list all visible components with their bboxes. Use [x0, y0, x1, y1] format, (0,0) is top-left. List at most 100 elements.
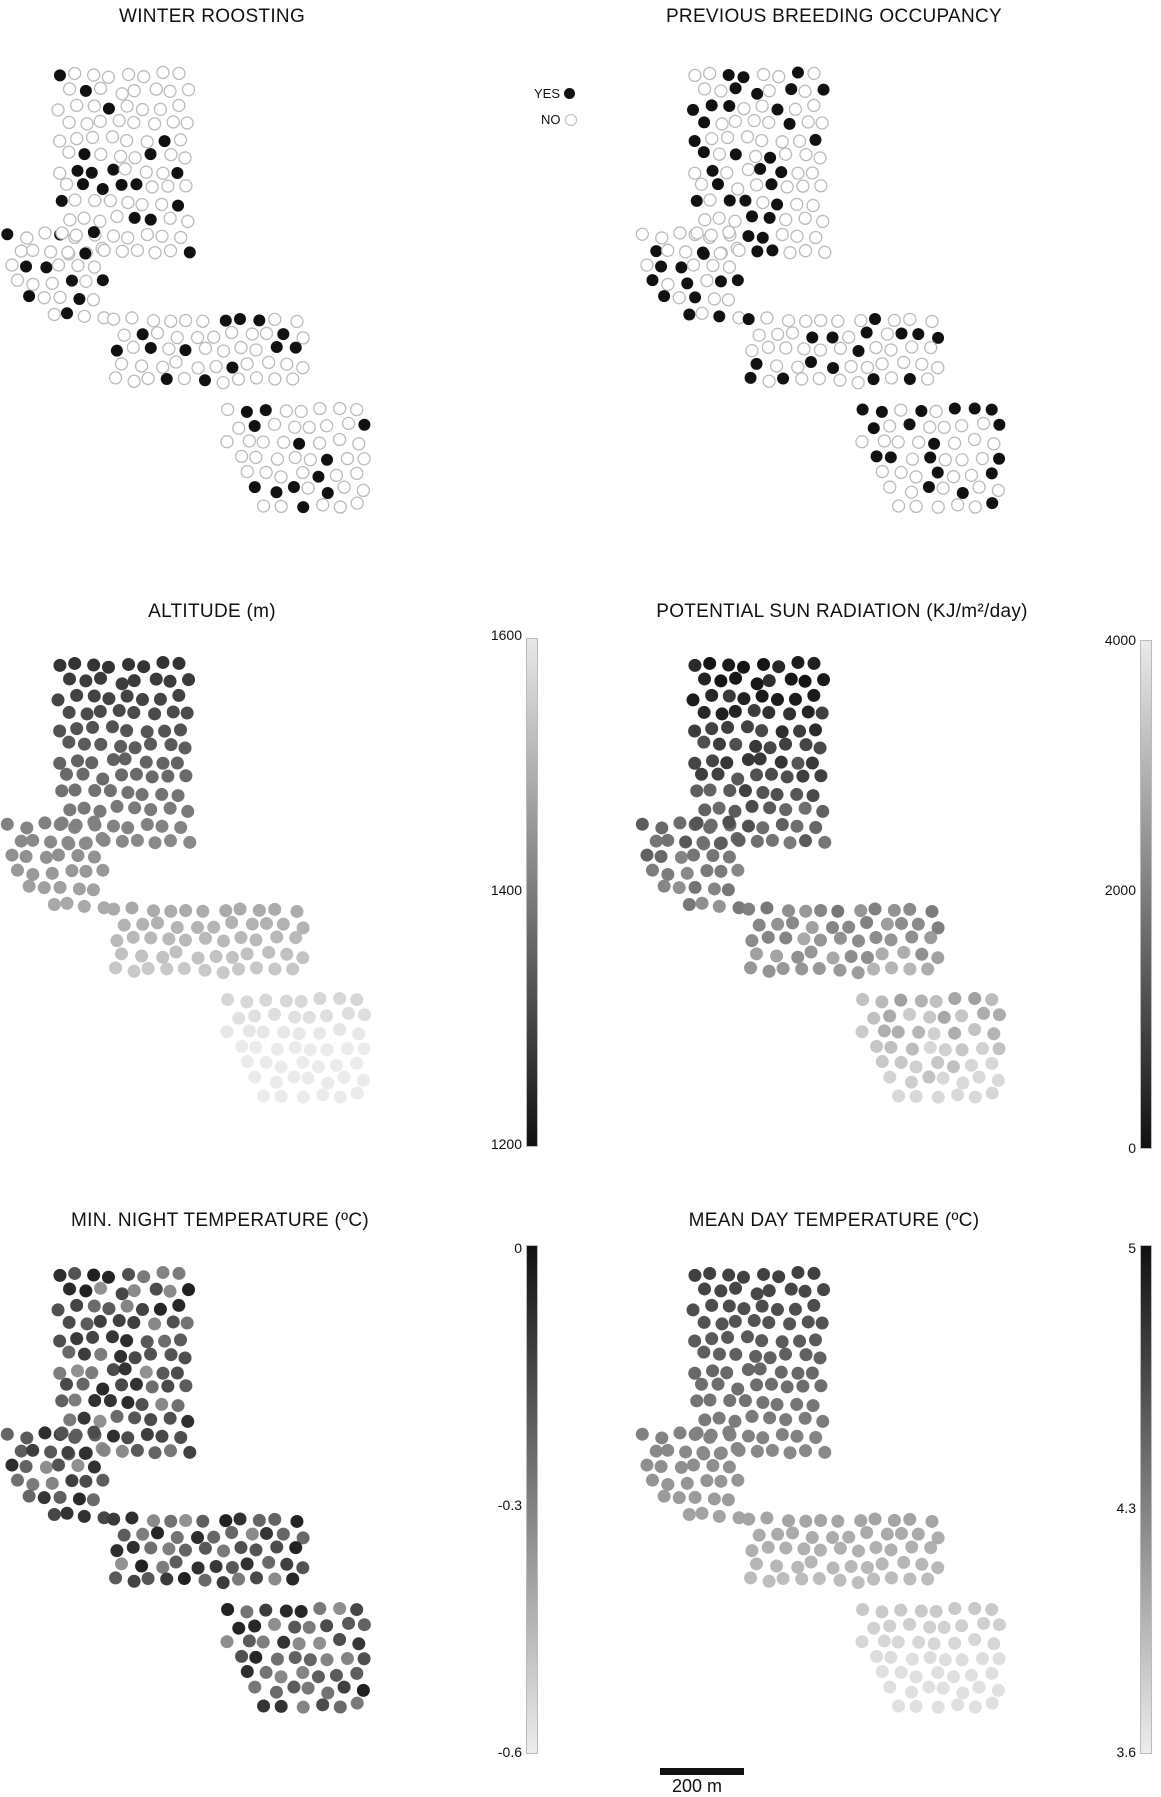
site-point — [106, 753, 120, 767]
site-point — [745, 934, 759, 948]
site-point — [715, 707, 729, 721]
site-point — [750, 1444, 764, 1458]
site-point — [234, 340, 248, 355]
site-point — [207, 1530, 221, 1544]
site-point — [155, 197, 169, 212]
site-point — [268, 1512, 282, 1526]
site-point — [5, 848, 19, 862]
site-point — [350, 1056, 364, 1070]
site-point — [860, 950, 874, 964]
site-point — [146, 314, 161, 328]
site-point — [763, 211, 776, 224]
site-point — [686, 693, 700, 707]
site-point — [690, 816, 704, 830]
site-point — [750, 677, 764, 691]
site-point — [320, 1043, 334, 1057]
site-point — [235, 1039, 249, 1053]
site-point — [707, 882, 721, 896]
site-point — [689, 291, 702, 304]
site-point — [156, 65, 170, 80]
site-point — [705, 1298, 719, 1312]
site-point — [854, 1514, 868, 1528]
site-point — [694, 177, 709, 191]
site-point — [216, 1576, 230, 1590]
site-point — [93, 1414, 107, 1428]
site-point — [60, 896, 74, 910]
site-point — [163, 674, 177, 688]
site-point — [753, 752, 767, 766]
site-point — [63, 672, 77, 686]
site-point — [679, 1445, 693, 1459]
site-point — [145, 180, 159, 194]
site-point — [745, 1409, 759, 1423]
site-point — [60, 1377, 74, 1391]
site-point — [912, 328, 925, 341]
site-point — [992, 1652, 1006, 1666]
site-point — [744, 371, 757, 384]
site-point — [744, 1571, 758, 1585]
site-point — [135, 1303, 149, 1317]
site-point — [791, 360, 805, 374]
altitude-title: ALTITUDE (m) — [148, 601, 276, 622]
site-point — [234, 1541, 248, 1555]
site-point — [290, 904, 304, 918]
site-point — [782, 1514, 796, 1528]
site-point — [778, 147, 793, 161]
site-point — [55, 784, 69, 798]
site-point — [97, 1511, 111, 1525]
site-point — [756, 231, 769, 244]
site-point — [721, 1330, 735, 1344]
site-point — [742, 902, 756, 916]
site-point — [731, 772, 745, 786]
site-point — [252, 903, 266, 917]
site-point — [722, 225, 736, 239]
site-point — [94, 671, 108, 685]
site-point — [139, 1365, 153, 1379]
site-point — [779, 1541, 793, 1555]
site-point — [101, 1270, 115, 1284]
site-point — [231, 372, 246, 386]
site-point — [286, 962, 300, 976]
site-point — [923, 1620, 937, 1634]
site-point — [288, 1650, 302, 1664]
site-point — [842, 330, 856, 344]
site-point — [140, 227, 154, 242]
site-point — [661, 1477, 675, 1491]
site-point — [127, 115, 141, 130]
site-point — [171, 1399, 185, 1413]
site-point — [946, 1060, 960, 1074]
site-point — [654, 850, 668, 864]
site-point — [85, 756, 99, 770]
site-point — [805, 1366, 819, 1380]
site-point — [812, 1572, 826, 1586]
site-point — [646, 274, 659, 287]
site-point — [992, 1008, 1006, 1022]
site-point — [270, 341, 283, 354]
site-point — [102, 102, 115, 115]
site-point — [697, 82, 712, 96]
min-night-temp-mid-tick: -0.3 — [497, 1497, 522, 1513]
site-point — [274, 1060, 288, 1074]
site-point — [799, 904, 813, 918]
site-point — [87, 658, 101, 672]
site-point — [887, 903, 901, 917]
site-point — [706, 164, 719, 177]
site-point — [750, 947, 764, 961]
site-point — [115, 1287, 129, 1301]
site-point — [53, 69, 66, 82]
site-point — [149, 672, 163, 686]
site-point — [356, 1073, 370, 1087]
site-point — [93, 704, 107, 718]
site-point — [153, 102, 168, 116]
site-point — [757, 657, 771, 671]
site-point — [955, 1619, 969, 1633]
site-point — [107, 312, 121, 326]
site-point — [737, 71, 750, 84]
altitude-max-tick: 1600 — [490, 627, 522, 643]
site-point — [26, 867, 40, 881]
site-point — [269, 1075, 283, 1089]
site-point — [722, 689, 736, 703]
site-point — [115, 834, 129, 848]
site-point — [851, 966, 865, 980]
site-point — [5, 1458, 19, 1472]
